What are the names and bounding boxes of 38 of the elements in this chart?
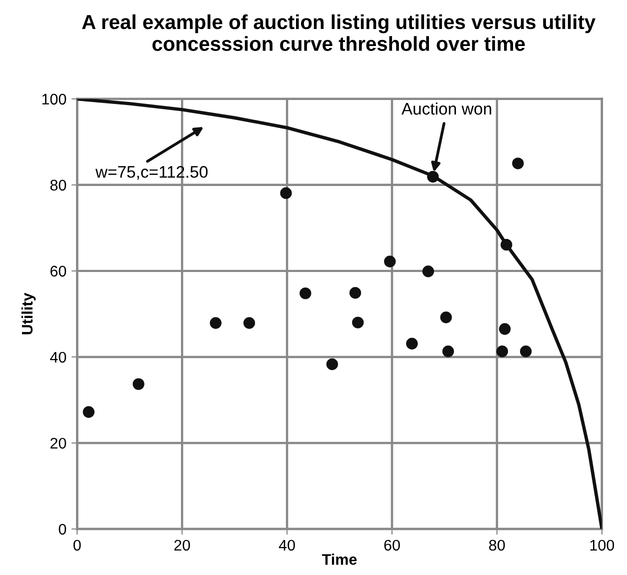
x-tick-label: 20 — [174, 540, 190, 551]
point — [440, 312, 452, 324]
point — [300, 287, 312, 300]
point — [427, 170, 439, 183]
y-axis-title: Utility — [21, 292, 36, 334]
y-tick-label: 0 — [58, 524, 66, 535]
point — [280, 187, 292, 199]
point — [326, 358, 338, 370]
x-tick-label: 60 — [384, 540, 400, 551]
x-axis-title: Time — [322, 554, 357, 565]
annotation: w=75,c=112.50 — [95, 166, 208, 180]
point — [498, 323, 511, 335]
chart-title: A real example of auction listing utilities versus utility concesssion curve threshold over time — [82, 14, 596, 51]
x-tick-label: 40 — [278, 540, 295, 551]
x-tick-label: 80 — [489, 540, 505, 551]
annotation: Auction won — [401, 102, 492, 115]
point — [496, 346, 508, 358]
point — [500, 238, 512, 251]
x-tick-label: 0 — [73, 540, 81, 551]
point — [406, 338, 418, 350]
x-tick-label: 100 — [590, 540, 614, 551]
point — [384, 256, 396, 268]
y-tick-label: 60 — [50, 266, 66, 277]
point — [520, 346, 532, 358]
point — [349, 287, 362, 299]
point — [442, 346, 454, 358]
point — [82, 406, 95, 418]
point — [243, 317, 256, 329]
line-series — [77, 98, 602, 529]
point — [512, 158, 524, 170]
point — [352, 316, 364, 328]
y-tick-label: 40 — [50, 352, 66, 363]
y-tick-label: 100 — [42, 94, 66, 105]
point — [422, 266, 434, 278]
point — [210, 317, 222, 329]
point — [132, 378, 144, 390]
y-tick-label: 80 — [50, 180, 66, 191]
y-tick-label: 20 — [50, 438, 66, 449]
